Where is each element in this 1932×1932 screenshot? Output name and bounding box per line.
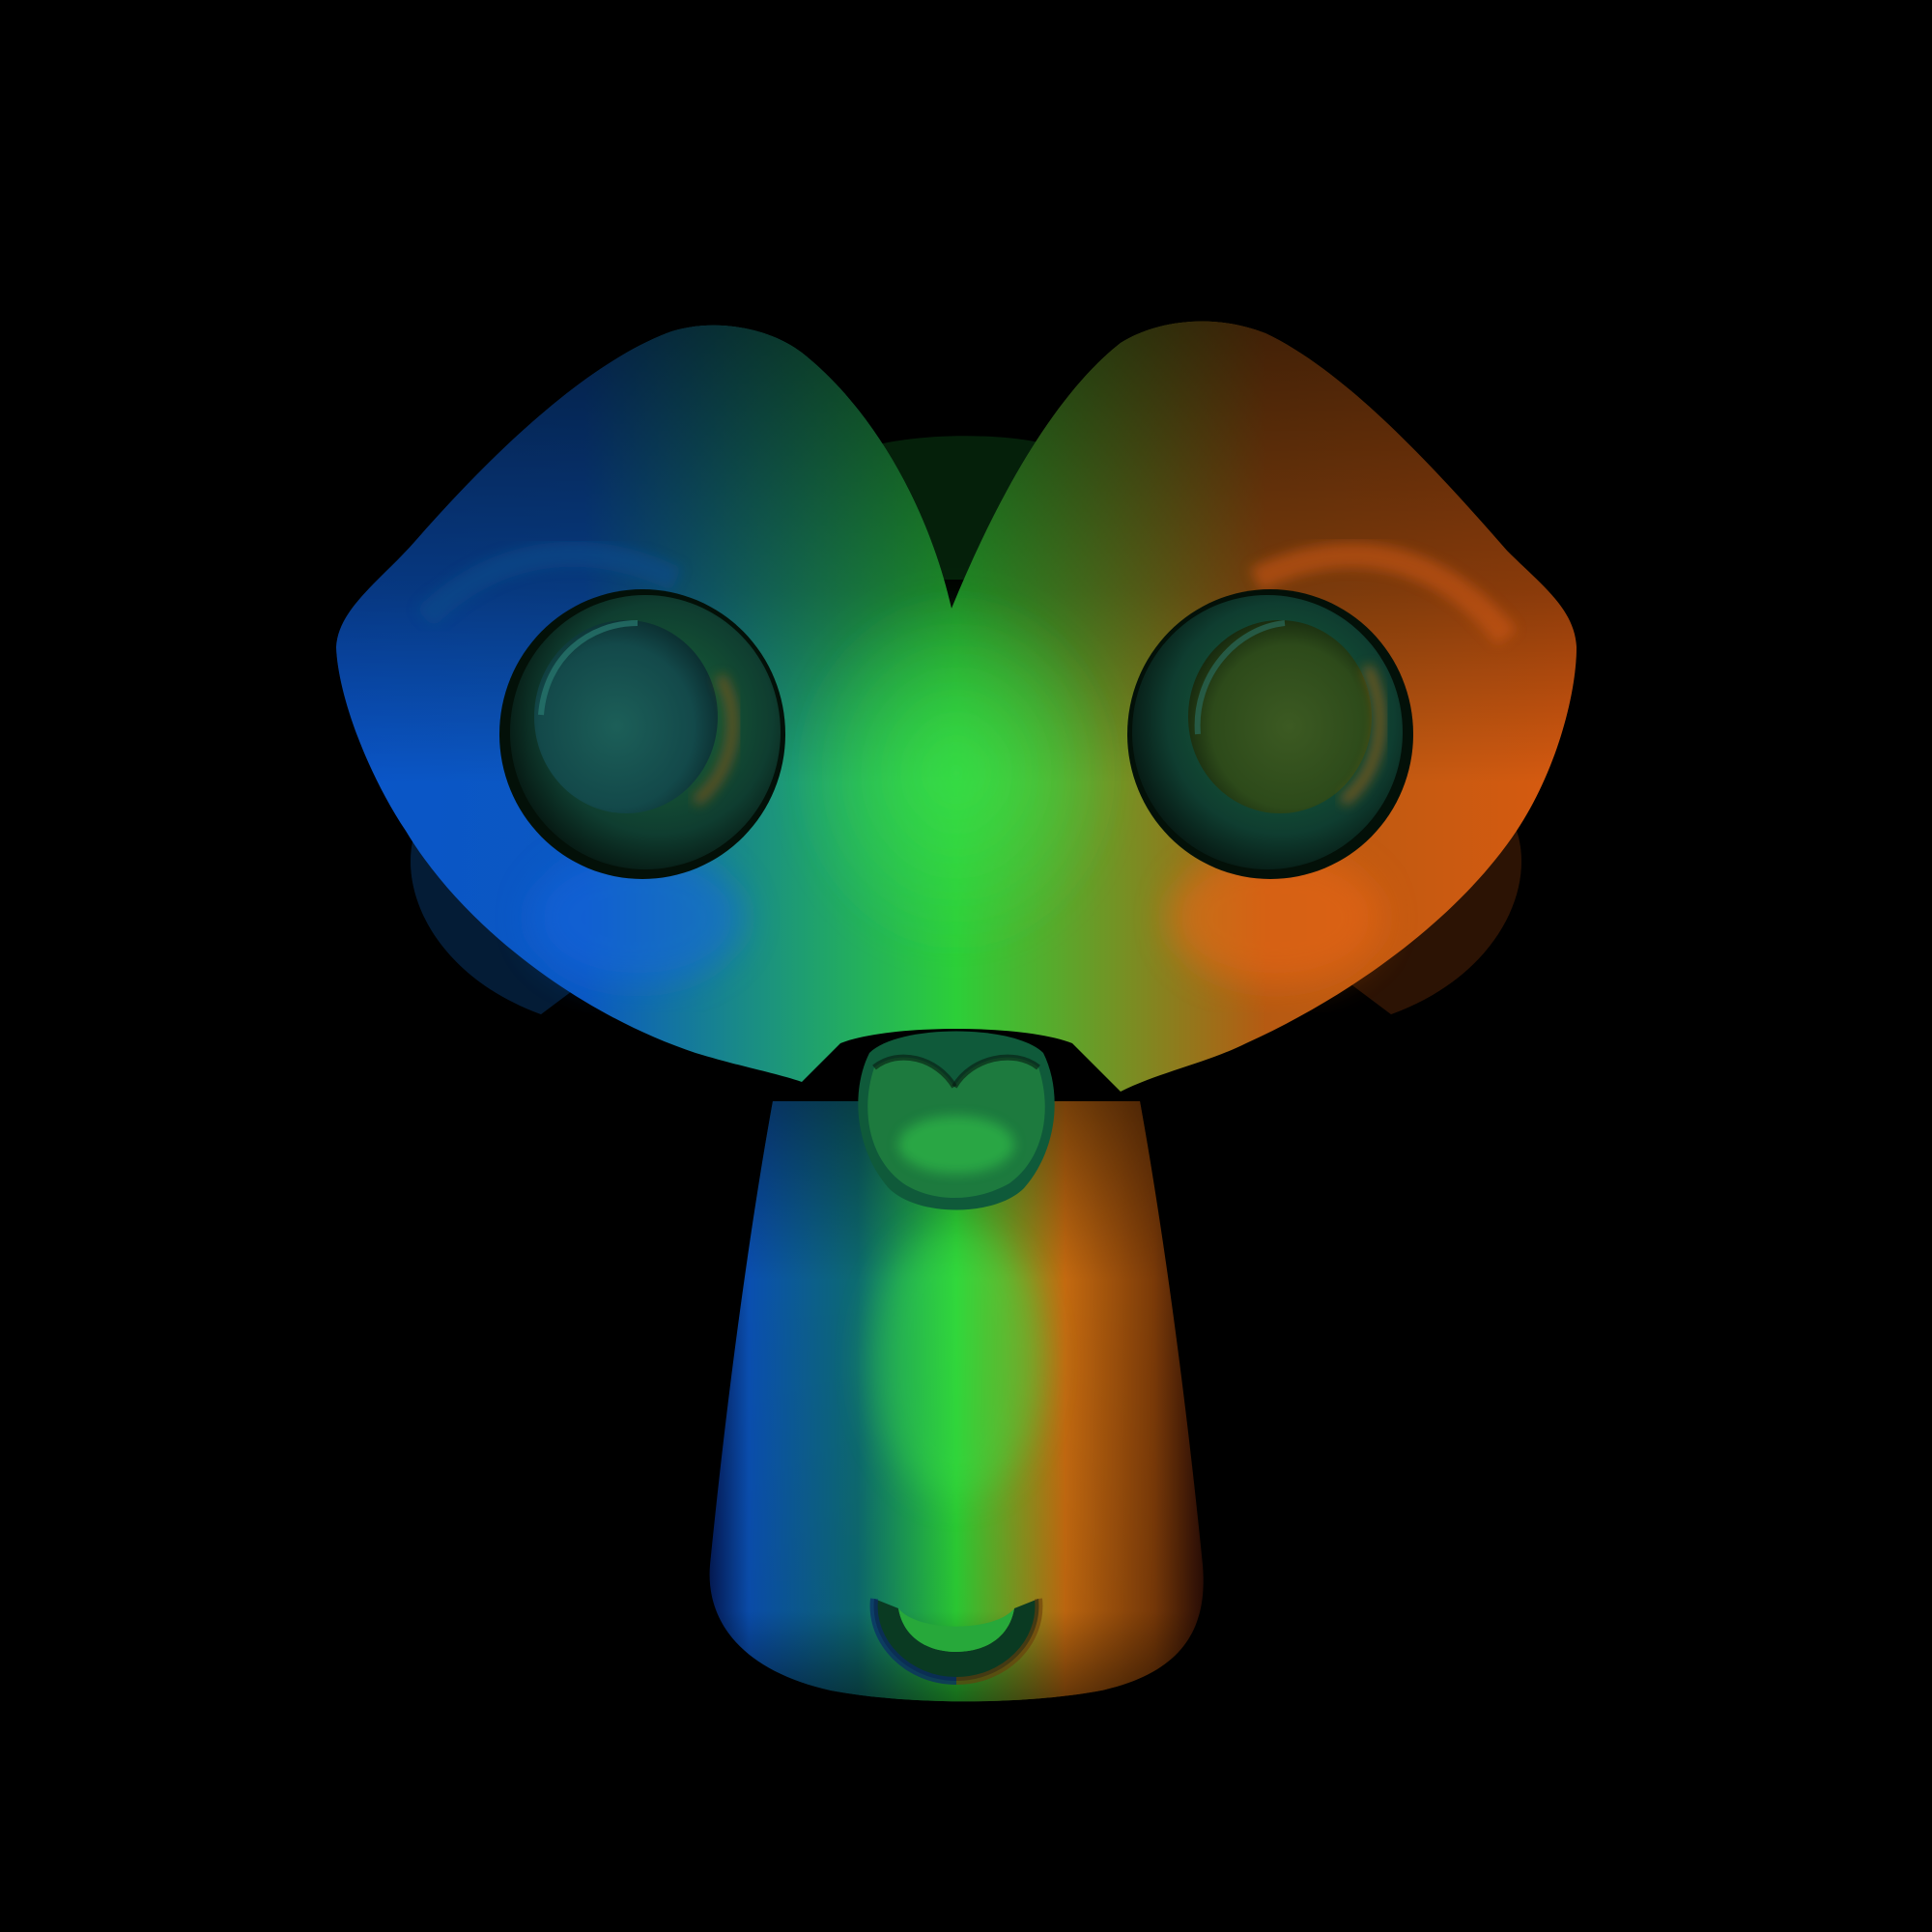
muzzle [709, 1101, 1204, 1702]
head [336, 321, 1577, 1092]
mouth [869, 1598, 1043, 1685]
nose [858, 1031, 1055, 1210]
left-eye [499, 589, 785, 879]
right-eye [1127, 589, 1413, 879]
